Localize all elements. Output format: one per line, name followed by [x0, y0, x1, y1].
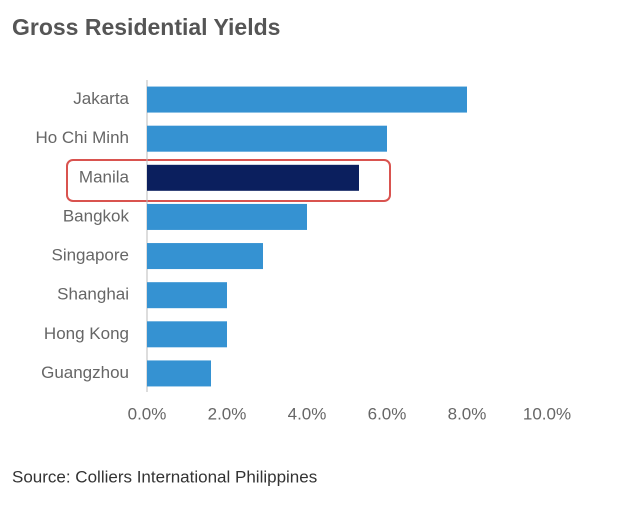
- highlight-box: [66, 159, 391, 202]
- x-tick-label: 2.0%: [208, 404, 247, 423]
- y-tick-label: Shanghai: [57, 285, 129, 304]
- y-tick-label: Manila: [79, 167, 130, 186]
- bar: [147, 282, 227, 309]
- y-tick-label: Ho Chi Minh: [35, 128, 129, 147]
- chart-title: Gross Residential Yields: [12, 14, 280, 40]
- y-tick-label: Jakarta: [73, 89, 129, 108]
- bar: [147, 203, 307, 230]
- bar: [147, 86, 467, 113]
- bar: [147, 164, 359, 191]
- bar: [147, 360, 211, 387]
- bar: [147, 243, 263, 270]
- x-tick-label: 8.0%: [448, 404, 487, 423]
- source-note: Source: Colliers International Philippin…: [12, 467, 317, 486]
- bar: [147, 125, 387, 152]
- x-tick-label: 0.0%: [128, 404, 167, 423]
- y-tick-label: Guangzhou: [41, 363, 129, 382]
- x-tick-label: 10.0%: [523, 404, 571, 423]
- x-tick-label: 6.0%: [368, 404, 407, 423]
- bar: [147, 321, 227, 348]
- x-tick-label: 4.0%: [288, 404, 327, 423]
- y-tick-label: Hong Kong: [44, 324, 129, 343]
- y-tick-label: Singapore: [51, 246, 129, 265]
- y-tick-label: Bangkok: [63, 206, 130, 225]
